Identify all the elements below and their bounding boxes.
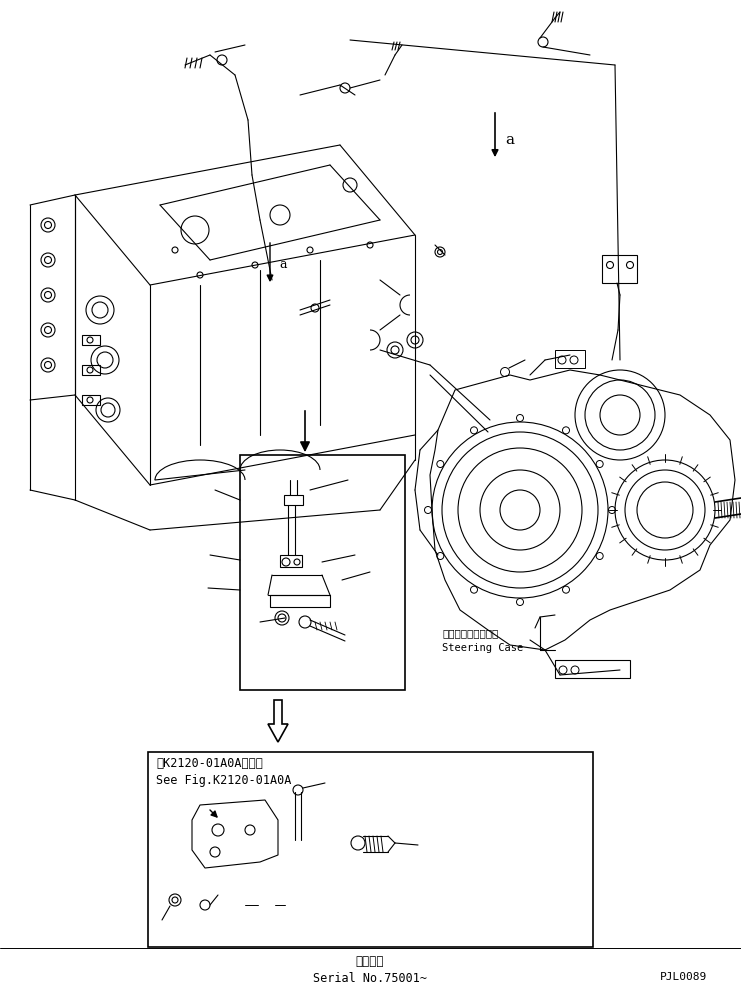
Text: See Fig.K2120-01A0A: See Fig.K2120-01A0A — [156, 774, 291, 787]
Bar — [240, 455, 405, 690]
Text: ステアリングケース: ステアリングケース — [442, 628, 498, 638]
Text: PJL0089: PJL0089 — [660, 972, 707, 982]
Bar — [148, 752, 593, 947]
Bar — [555, 350, 585, 368]
Text: 適用号機: 適用号機 — [356, 955, 385, 968]
Bar — [284, 495, 303, 505]
Text: a: a — [279, 259, 287, 272]
Text: 第K2120-01A0A図参照: 第K2120-01A0A図参照 — [156, 757, 263, 770]
Text: a: a — [505, 133, 514, 147]
Bar — [602, 255, 637, 283]
Text: Steering Case: Steering Case — [442, 643, 523, 653]
Text: Serial No.75001~: Serial No.75001~ — [313, 972, 427, 985]
Bar — [280, 555, 302, 567]
Bar — [82, 365, 100, 375]
Bar — [82, 335, 100, 345]
Bar — [82, 395, 100, 405]
Bar — [555, 660, 630, 678]
Polygon shape — [268, 700, 288, 742]
Bar — [270, 595, 330, 607]
